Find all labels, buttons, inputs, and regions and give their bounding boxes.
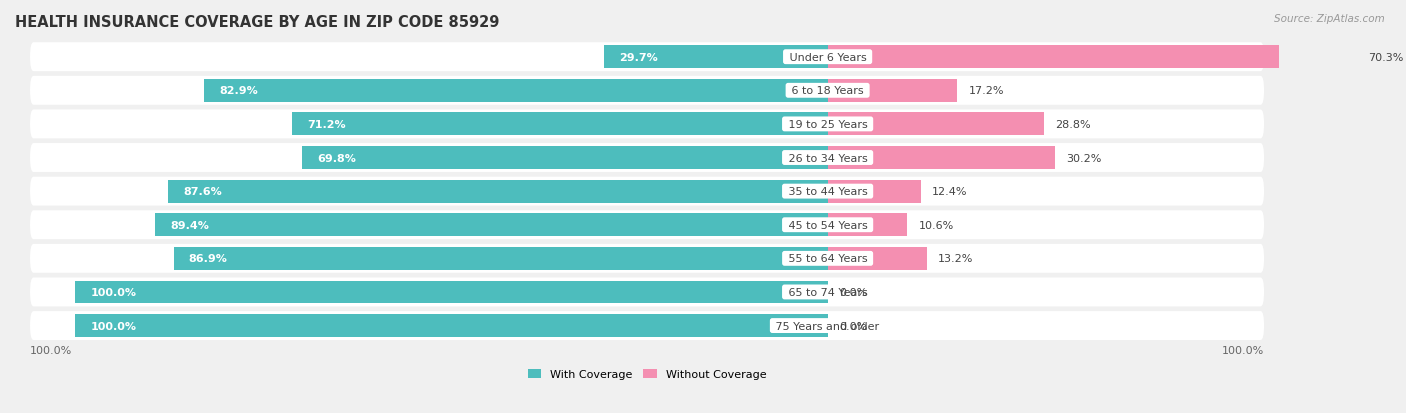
FancyBboxPatch shape: [30, 244, 1264, 273]
Bar: [155, 214, 828, 237]
Bar: [75, 314, 828, 337]
Text: 69.8%: 69.8%: [318, 153, 356, 163]
Text: 65 to 74 Years: 65 to 74 Years: [785, 287, 870, 297]
FancyBboxPatch shape: [30, 278, 1264, 307]
Text: Source: ZipAtlas.com: Source: ZipAtlas.com: [1274, 14, 1385, 24]
Text: 17.2%: 17.2%: [969, 86, 1004, 96]
FancyBboxPatch shape: [30, 144, 1264, 173]
Text: 30.2%: 30.2%: [1066, 153, 1101, 163]
Text: 87.6%: 87.6%: [184, 187, 222, 197]
Text: 13.2%: 13.2%: [938, 254, 973, 264]
Text: 35 to 44 Years: 35 to 44 Years: [785, 187, 870, 197]
Bar: [828, 147, 1054, 169]
Bar: [605, 46, 828, 69]
Text: HEALTH INSURANCE COVERAGE BY AGE IN ZIP CODE 85929: HEALTH INSURANCE COVERAGE BY AGE IN ZIP …: [15, 15, 499, 30]
Bar: [174, 247, 828, 270]
Text: 0.0%: 0.0%: [839, 321, 868, 331]
Text: 10.6%: 10.6%: [918, 220, 953, 230]
Bar: [828, 46, 1357, 69]
Text: 82.9%: 82.9%: [219, 86, 257, 96]
Text: 89.4%: 89.4%: [170, 220, 209, 230]
FancyBboxPatch shape: [30, 110, 1264, 139]
Text: 100.0%: 100.0%: [30, 345, 72, 355]
Text: 28.8%: 28.8%: [1056, 120, 1091, 130]
Bar: [302, 147, 828, 169]
Text: 45 to 54 Years: 45 to 54 Years: [785, 220, 870, 230]
Text: 12.4%: 12.4%: [932, 187, 967, 197]
Text: 100.0%: 100.0%: [1222, 345, 1264, 355]
FancyBboxPatch shape: [30, 43, 1264, 72]
Bar: [828, 214, 907, 237]
Bar: [828, 80, 957, 102]
Text: 26 to 34 Years: 26 to 34 Years: [785, 153, 870, 163]
Text: 6 to 18 Years: 6 to 18 Years: [789, 86, 868, 96]
Bar: [292, 113, 828, 136]
Text: 29.7%: 29.7%: [619, 52, 658, 62]
FancyBboxPatch shape: [30, 211, 1264, 240]
Text: 55 to 64 Years: 55 to 64 Years: [785, 254, 870, 264]
Bar: [828, 247, 927, 270]
Legend: With Coverage, Without Coverage: With Coverage, Without Coverage: [527, 369, 766, 379]
FancyBboxPatch shape: [30, 77, 1264, 105]
FancyBboxPatch shape: [30, 311, 1264, 340]
Text: 100.0%: 100.0%: [90, 321, 136, 331]
Text: Under 6 Years: Under 6 Years: [786, 52, 870, 62]
Bar: [204, 80, 828, 102]
Bar: [75, 281, 828, 304]
Text: 0.0%: 0.0%: [839, 287, 868, 297]
Text: 70.3%: 70.3%: [1368, 52, 1403, 62]
FancyBboxPatch shape: [30, 177, 1264, 206]
Text: 71.2%: 71.2%: [307, 120, 346, 130]
Bar: [828, 113, 1045, 136]
Text: 100.0%: 100.0%: [90, 287, 136, 297]
Bar: [169, 180, 828, 203]
Bar: [828, 180, 921, 203]
Text: 19 to 25 Years: 19 to 25 Years: [785, 120, 870, 130]
Text: 86.9%: 86.9%: [188, 254, 228, 264]
Text: 75 Years and older: 75 Years and older: [772, 321, 883, 331]
